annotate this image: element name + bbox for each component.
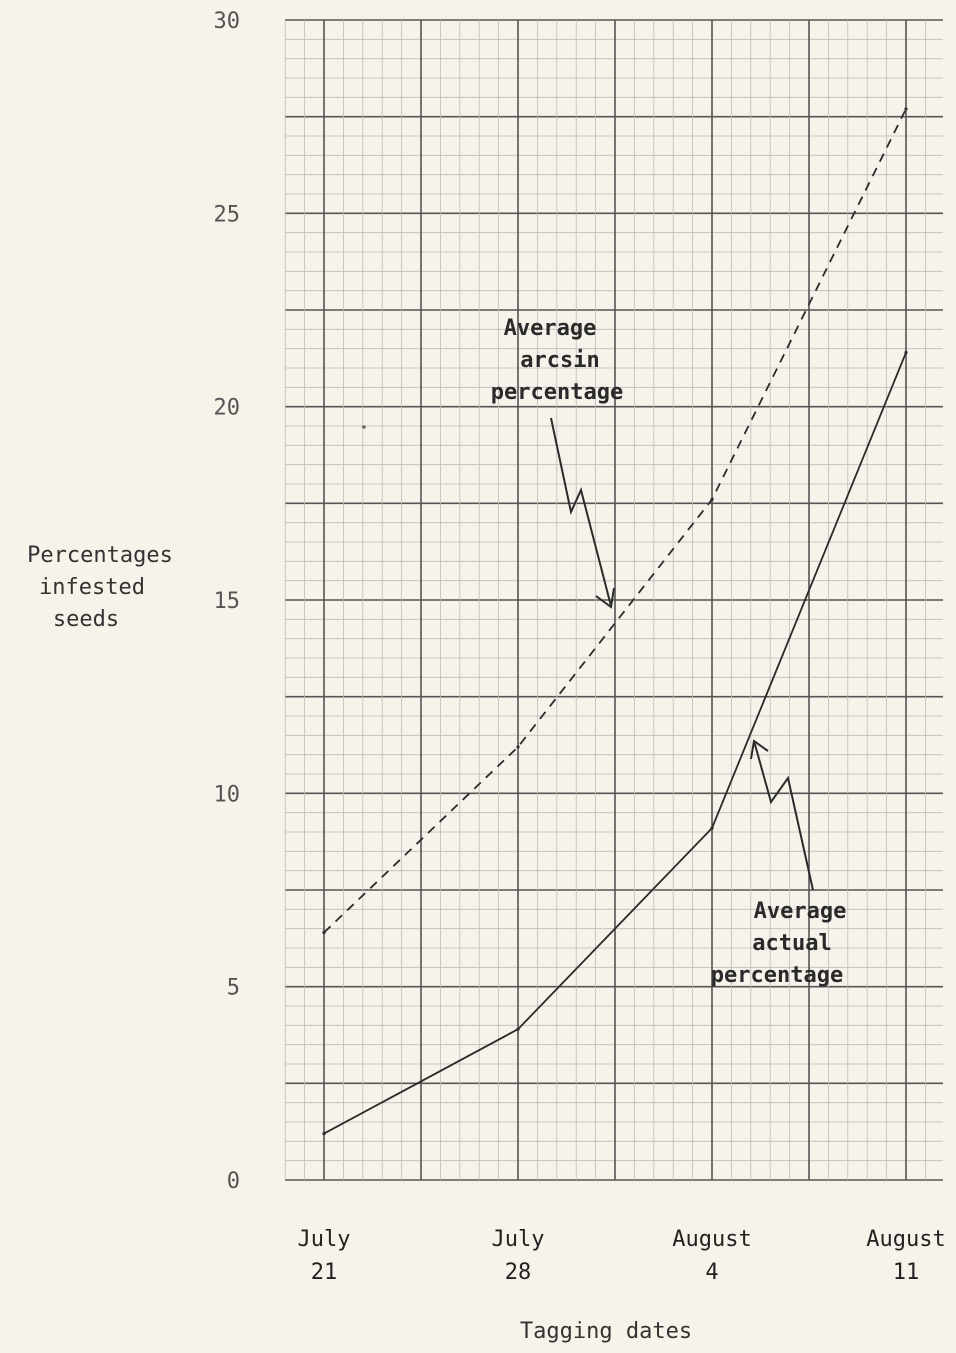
y-axis-label-line-3: seeds	[53, 607, 119, 632]
y-tick-label: 10	[214, 782, 241, 807]
annotation-arcsin-line-2: arcsin	[520, 348, 599, 373]
data-point	[516, 745, 520, 749]
y-tick-label: 0	[227, 1169, 240, 1194]
data-point	[904, 350, 908, 355]
data-point	[322, 930, 326, 935]
annotation-actual-arrowhead	[750, 739, 769, 760]
annotation-actual-line-3: percentage	[711, 963, 843, 988]
annotation-arcsin-line-3: percentage	[491, 380, 623, 405]
x-category-label-month: August	[672, 1227, 751, 1252]
annotation-arcsin-arrow	[550, 417, 612, 607]
x-category-label-month: August	[866, 1227, 945, 1252]
y-axis-label-line-1: Percentages	[27, 543, 173, 568]
x-category-label-day: 4	[705, 1260, 718, 1285]
data-point	[710, 826, 714, 830]
y-tick-labels: 0 5 10 15 20 25 30	[214, 9, 241, 1194]
annotation-actual-arrow	[753, 740, 814, 891]
annotation-actual-line-2: actual	[752, 931, 831, 956]
series-line-actual	[323, 352, 907, 1135]
x-category-label-day: 21	[311, 1260, 338, 1285]
y-tick-label: 15	[214, 589, 241, 614]
data-point	[516, 1027, 520, 1031]
annotation-arcsin-line-1: Average	[504, 316, 597, 341]
data-point	[710, 497, 714, 502]
x-category-label-day: 11	[893, 1260, 920, 1285]
paper-speck	[362, 425, 366, 429]
y-tick-label: 20	[214, 396, 241, 421]
grid	[284, 19, 943, 1181]
y-tick-label: 5	[227, 976, 240, 1001]
y-tick-label: 25	[214, 202, 241, 227]
x-category-label-month: July	[298, 1227, 351, 1252]
x-category-labels: July 21 July 28 August 4 August 11	[298, 1227, 946, 1285]
series	[322, 107, 908, 1136]
x-axis-label: Tagging dates	[520, 1319, 692, 1344]
annotation-arcsin-arrowhead	[595, 587, 615, 609]
x-category-label-day: 28	[505, 1260, 532, 1285]
y-axis-label-line-2: infested	[39, 575, 145, 600]
data-point	[904, 107, 908, 111]
x-category-label-month: July	[492, 1227, 545, 1252]
data-point	[322, 1132, 326, 1136]
series-line-arcsin	[323, 108, 907, 934]
y-tick-label: 30	[214, 9, 241, 34]
annotation-actual-line-1: Average	[754, 899, 847, 924]
